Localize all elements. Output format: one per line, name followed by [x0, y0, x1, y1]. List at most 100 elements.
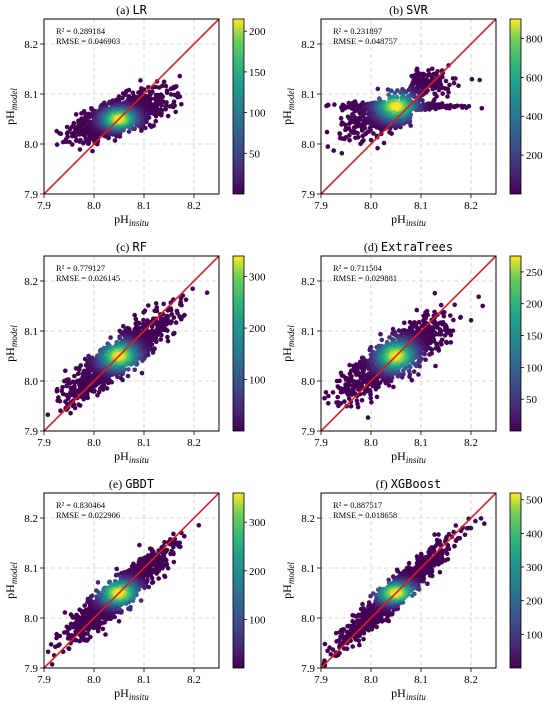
scatter-point [411, 94, 417, 100]
scatter-point [171, 531, 176, 537]
panel-model-name: LR [132, 3, 147, 17]
panel-model-name: ExtraTrees [381, 240, 453, 254]
scatter-point [361, 138, 366, 143]
scatter-point [112, 138, 118, 143]
scatter-point [178, 317, 184, 322]
x-axis-label: pHinsitu [391, 449, 426, 465]
scatter-point [348, 404, 354, 409]
scatter-point [68, 612, 74, 617]
scatter-point [154, 305, 160, 310]
y-axis-label: pHmodel [3, 325, 19, 362]
scatter-point [430, 86, 435, 92]
colorbar-tick-label: 200 [526, 150, 543, 162]
scatter-point [139, 370, 145, 376]
x-axis-label: pHinsitu [114, 212, 149, 228]
scatter-point [168, 320, 173, 326]
scatter-point [62, 610, 68, 615]
scatter-point [153, 118, 158, 124]
scatter-point [402, 320, 407, 326]
y-tick-label: 7.9 [24, 189, 38, 201]
colorbar-tick-label: 150 [249, 67, 266, 79]
scatter-point [183, 297, 189, 303]
y-axis-label: pHmodel [280, 88, 296, 125]
scatter-point [381, 140, 387, 146]
scatter-point [459, 103, 464, 109]
scatter-point [375, 86, 381, 92]
rmse-annotation: RMSE = 0.029881 [333, 273, 397, 283]
scatter-point [347, 133, 352, 138]
scatter-point [177, 73, 183, 79]
scatter-point [78, 363, 84, 368]
y-axis-label: pHmodel [280, 325, 296, 362]
plot-frame [320, 18, 497, 195]
scatter-point [116, 94, 122, 99]
scatter-point [456, 83, 461, 88]
y-tick-label: 8.2 [301, 39, 315, 51]
x-tick-label: 8.0 [87, 437, 101, 449]
x-tick-label: 7.9 [37, 200, 51, 212]
scatter-point [132, 367, 137, 373]
scatter-point [156, 576, 161, 581]
scatter-point [126, 367, 131, 372]
scatter-point [141, 310, 146, 315]
scatter-point [374, 394, 380, 400]
scatter-point [392, 90, 398, 96]
scatter-point [171, 559, 177, 565]
scatter-point [393, 104, 399, 109]
scatter-point [167, 104, 173, 109]
scatter-point [54, 386, 60, 392]
scatter-point [58, 408, 63, 414]
colorbar-gradient [232, 18, 245, 195]
scatter-point [164, 90, 170, 95]
colorbar-tick-label: 150 [526, 331, 543, 343]
scatter-point [120, 95, 125, 101]
scatter-point [148, 92, 153, 97]
scatter-point [338, 115, 344, 121]
scatter-point [342, 399, 347, 404]
y-tick-label: 8.1 [24, 326, 38, 338]
r2-annotation: R² = 0.711504 [333, 263, 383, 273]
panel-label: (d) [364, 240, 381, 254]
scatter-point [92, 388, 97, 393]
scatter-point [171, 331, 176, 337]
scatter-point [432, 91, 437, 97]
scatter-point [179, 302, 184, 308]
scatter-point [439, 342, 444, 347]
scatter-point [378, 331, 383, 337]
scatter-point [335, 394, 341, 400]
scatter-point [436, 87, 442, 93]
scatter-point [66, 646, 71, 651]
y-tick-label: 8.2 [24, 39, 38, 51]
colorbar-tick-label: 100 [526, 362, 543, 374]
scatter-point [125, 373, 131, 379]
plot-frame [43, 18, 220, 195]
scatter-point [72, 373, 77, 379]
panel-title: (c) RF [116, 240, 147, 254]
scatter-point [433, 346, 439, 351]
scatter-point [150, 350, 156, 355]
scatter-point [67, 139, 72, 145]
x-axis-label: pHinsitu [391, 212, 426, 228]
scatter-point [331, 148, 337, 153]
colorbar-tick-label: 50 [526, 394, 538, 406]
scatter-point [154, 339, 159, 345]
scatter-point [90, 148, 95, 154]
colorbar-tick-label: 200 [249, 323, 266, 335]
scatter-point [415, 82, 420, 87]
scatter-point [161, 327, 167, 333]
colorbar-tick-label: 600 [526, 72, 543, 84]
scatter-point [411, 369, 417, 374]
scatter-point [162, 574, 168, 579]
scatter-point [356, 135, 361, 140]
x-tick-label: 8.2 [187, 200, 201, 212]
panel-label: (b) [389, 3, 406, 17]
scatter-point [444, 329, 450, 335]
scatter-point [347, 137, 352, 143]
scatter-point [77, 638, 82, 644]
colorbar-tick-label: 300 [249, 272, 266, 284]
scatter-point [86, 353, 91, 359]
scatter-point [100, 626, 106, 632]
colorbar-tick-label: 200 [526, 299, 543, 311]
scatter-point [156, 332, 161, 337]
